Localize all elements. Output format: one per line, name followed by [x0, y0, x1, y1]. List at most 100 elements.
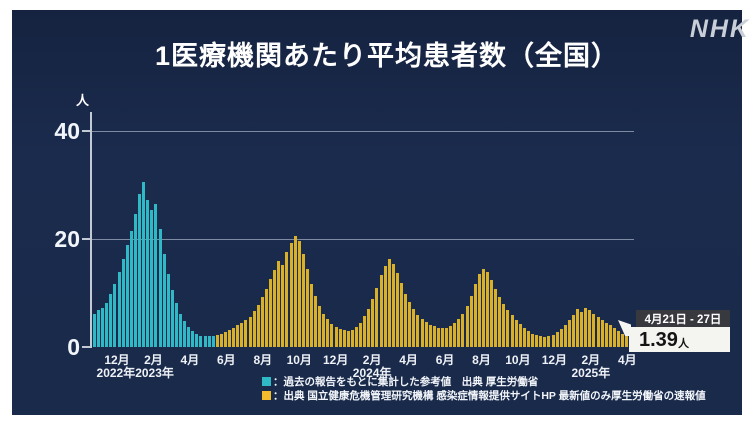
bar — [440, 328, 444, 347]
x-tick-label: 4月 — [180, 353, 200, 367]
bar — [330, 323, 334, 347]
y-tick-label: 40 — [54, 117, 80, 144]
bar — [309, 283, 313, 347]
bar — [195, 334, 199, 347]
bar — [342, 330, 346, 347]
bar — [101, 307, 105, 347]
bar — [350, 329, 354, 347]
bar — [526, 331, 530, 347]
nhk-logo: NHK — [689, 15, 750, 43]
bar — [604, 322, 608, 347]
legend-label: ：出典 国立健康危機管理研究機構 感染症情報提供サイトHP 最新値のみ厚生労働省… — [273, 389, 706, 402]
bar — [379, 275, 383, 347]
gridline-20 — [92, 238, 634, 240]
bar — [400, 283, 404, 347]
bar — [625, 335, 629, 347]
bar — [215, 335, 219, 347]
bar — [543, 336, 547, 347]
bar — [469, 296, 473, 347]
bar — [314, 296, 318, 347]
bar — [555, 332, 559, 347]
x-tick-label: 6月 — [217, 353, 236, 367]
bar — [289, 243, 293, 347]
bar — [109, 294, 113, 347]
bar — [150, 210, 154, 347]
bar — [211, 335, 215, 347]
bar — [621, 333, 625, 347]
callout-latest-value: 1.39 人 — [629, 327, 730, 352]
bar — [416, 314, 420, 347]
bar — [567, 319, 571, 347]
bar — [580, 312, 584, 347]
bar — [142, 182, 146, 347]
bar — [412, 309, 416, 347]
bar — [117, 272, 121, 347]
bar — [105, 302, 109, 347]
cyan-swatch-icon — [262, 376, 271, 386]
bar — [162, 253, 166, 347]
x-tick-label: 8月 — [472, 353, 491, 367]
y-tick-label: 0 — [67, 334, 80, 360]
bar — [293, 236, 297, 347]
x-axis-labels: 12月 2月 4月 6月 8月 10月 12月 2月 4月 6月 8月 10月 12月 2月 4月 2022年… — [92, 351, 652, 381]
x-tick-label: 12月 — [323, 353, 349, 367]
bar — [228, 330, 232, 347]
bar — [506, 309, 510, 347]
bar — [240, 322, 244, 347]
bar — [334, 327, 338, 347]
bar — [612, 328, 616, 347]
bar — [146, 200, 150, 347]
bar — [273, 269, 277, 347]
bar — [477, 273, 481, 347]
bar — [514, 319, 518, 347]
bar — [285, 251, 289, 347]
x-tick-label: 4月 — [617, 353, 637, 367]
chart-legend: ：過去の報告をもとに集計した参考値 出典 厚生労働省 ：出典 国立健康危機管理研… — [262, 374, 706, 402]
bar — [424, 322, 428, 347]
bar — [264, 288, 268, 347]
bar — [191, 331, 195, 347]
bar — [494, 288, 498, 347]
x-year-label: 2022年2023年 — [96, 366, 174, 380]
bar — [207, 336, 211, 347]
bar — [338, 329, 342, 347]
bar — [420, 318, 424, 347]
bar — [252, 311, 256, 347]
bar — [473, 284, 477, 347]
y-tick-mark — [82, 129, 91, 132]
bar — [170, 289, 174, 347]
chart-panel: 1医療機関あたり平均患者数（全国） NHK 人 0 20 40 12月 2月 4月 6月 8… — [12, 10, 748, 415]
bar — [436, 327, 440, 347]
bar — [154, 204, 158, 347]
bar — [367, 308, 371, 347]
bar — [404, 293, 408, 347]
bar — [617, 330, 620, 347]
bar — [301, 254, 305, 347]
x-tick-label: 10月 — [286, 353, 312, 367]
legend-row-reference: ：過去の報告をもとに集計した参考値 出典 厚生労働省 — [262, 374, 706, 388]
x-tick-label: 6月 — [435, 353, 455, 367]
gridline-40 — [92, 130, 634, 132]
bar — [219, 334, 223, 347]
bar — [326, 319, 330, 347]
bar — [236, 325, 240, 347]
bar — [93, 313, 96, 347]
page-title: 1医療機関あたり平均患者数（全国） — [154, 41, 619, 71]
bar — [563, 324, 567, 347]
bar — [486, 272, 489, 347]
plot-area — [93, 120, 634, 347]
bar — [359, 322, 363, 347]
bar — [383, 265, 387, 347]
bar — [600, 319, 604, 347]
bar — [129, 231, 133, 347]
bar — [502, 303, 506, 347]
bar — [461, 313, 465, 347]
bar — [498, 296, 502, 347]
bar — [571, 314, 575, 347]
x-tick-label: 2月 — [581, 353, 601, 367]
bar — [363, 316, 367, 347]
y-tick-mark — [82, 346, 91, 348]
bar — [387, 259, 391, 347]
latest-value-unit: 人 — [677, 337, 689, 350]
